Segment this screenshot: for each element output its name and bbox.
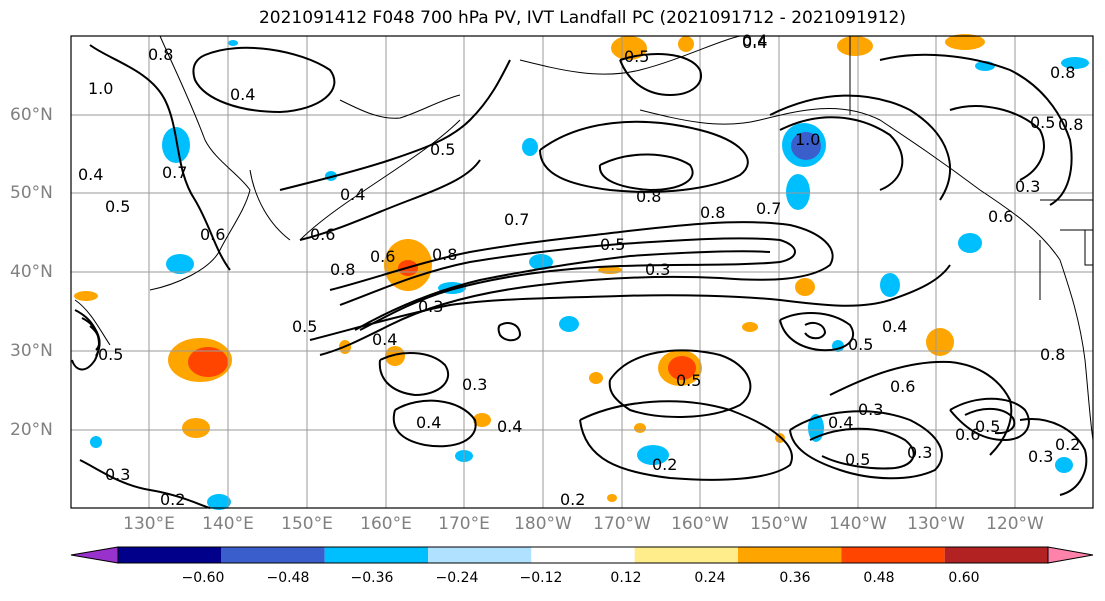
contour-label: 0.5 — [1030, 113, 1055, 132]
contour-label: 0.4 — [497, 417, 522, 436]
colorbar-tick: 0.12 — [610, 570, 642, 586]
contour-labels: 0.8 1.0 0.4 0.4 0.7 0.5 0.6 0.5 0.4 0.8 … — [78, 31, 1083, 509]
contour-label: 0.4 — [340, 185, 365, 204]
contour-label: 0.5 — [600, 235, 625, 254]
contour-label: 0.5 — [848, 335, 873, 354]
contour-label: 0.2 — [652, 455, 677, 474]
contour-label: 0.8 — [1050, 63, 1075, 82]
contour-label: 0.5 — [430, 140, 455, 159]
graticule — [71, 36, 1093, 508]
contour-label: 0.8 — [700, 203, 725, 222]
contour-label: 0.5 — [975, 417, 1000, 436]
contour-label: 0.8 — [636, 187, 661, 206]
contour-label: 0.4 — [372, 330, 397, 349]
colorbar-outline — [117, 546, 1049, 564]
contour-label: 1.0 — [88, 79, 113, 98]
contour-label: 0.3 — [462, 375, 487, 394]
contour-label: 0.4 — [78, 165, 103, 184]
coastlines — [74, 35, 1094, 441]
contour-label: 0.2 — [560, 490, 585, 509]
colorbar-segment — [738, 547, 842, 563]
lat-label: 60°N — [10, 105, 53, 125]
lon-label: 150°E — [281, 514, 333, 534]
colorbar-tick: 0.60 — [948, 570, 980, 586]
contour-label: 0.6 — [200, 225, 225, 244]
contour-label: 0.6 — [955, 425, 980, 444]
contour-label: 0.5 — [676, 371, 701, 390]
lon-label: 170°W — [593, 514, 651, 534]
contour-label: 0.3 — [105, 465, 130, 484]
colorbar-segment — [634, 547, 738, 563]
contour-label: 0.2 — [160, 490, 185, 509]
lon-label: 120°W — [986, 514, 1044, 534]
colorbar-segment — [944, 547, 1048, 563]
contour-label: 0.3 — [858, 400, 883, 419]
contour-label: 0.3 — [1028, 447, 1053, 466]
map-frame — [70, 35, 1094, 509]
lon-label: 160°E — [360, 514, 412, 534]
colorbar-segment — [118, 547, 222, 563]
contour-label: 0.8 — [148, 45, 173, 64]
pv-contours — [71, 44, 1088, 509]
ivt-pc-shading — [74, 34, 1089, 510]
lat-label: 50°N — [10, 183, 53, 203]
contour-label: 0.8 — [432, 245, 457, 264]
contour-label: 0.5 — [292, 317, 317, 336]
colorbar-segment — [428, 547, 532, 563]
colorbar-tick: 0.24 — [694, 570, 726, 586]
lat-label: 20°N — [10, 420, 53, 440]
lat-label: 30°N — [10, 341, 53, 361]
lon-label: 160°W — [671, 514, 729, 534]
lon-label: 130°W — [907, 514, 965, 534]
contour-label: 1.0 — [795, 130, 820, 149]
contour-label: 0.3 — [1015, 177, 1040, 196]
colorbar-segment — [324, 547, 428, 563]
colorbar-segment — [841, 547, 945, 563]
lon-label: 140°E — [202, 514, 254, 534]
colorbar-tick: 0.36 — [779, 570, 811, 586]
colorbar-segment — [221, 547, 325, 563]
contour-label: 0.2 — [1055, 435, 1080, 454]
contour-label: 0.6 — [890, 377, 915, 396]
contour-label: 0.5 — [105, 197, 130, 216]
contour-label: 0.7 — [162, 163, 187, 182]
contour-label: 0.7 — [504, 210, 529, 229]
contour-label: 0.4 — [742, 33, 767, 52]
contour-label: 0.5 — [98, 345, 123, 364]
lon-label: 150°W — [750, 514, 808, 534]
colorbar-tick: −0.60 — [181, 570, 225, 586]
lon-label: 140°W — [829, 514, 887, 534]
contour-label: 0.4 — [230, 85, 255, 104]
contour-label: 0.7 — [756, 199, 781, 218]
lon-label: 170°E — [438, 514, 490, 534]
colorbar — [70, 546, 1094, 564]
colorbar-tick: −0.12 — [519, 570, 563, 586]
contour-label: 0.8 — [1058, 115, 1083, 134]
colorbar-tick: −0.24 — [435, 570, 479, 586]
lat-label: 40°N — [10, 262, 53, 282]
contour-label: 0.3 — [418, 297, 443, 316]
colorbar-tick: −0.48 — [266, 570, 310, 586]
contour-label: 0.6 — [988, 207, 1013, 226]
contour-label: 0.5 — [624, 47, 649, 66]
contour-label: 0.3 — [645, 260, 670, 279]
contour-label: 0.4 — [416, 413, 441, 432]
colorbar-segment — [531, 547, 635, 563]
lon-label: 130°E — [123, 514, 175, 534]
contour-label: 0.6 — [370, 247, 395, 266]
contour-label: 0.4 — [882, 317, 907, 336]
colorbar-max-extend — [1047, 546, 1094, 564]
colorbar-min-extend — [70, 546, 119, 564]
contour-label: 0.3 — [907, 443, 932, 462]
colorbar-tick: −0.36 — [350, 570, 394, 586]
contour-label: 0.5 — [845, 450, 870, 469]
contour-label: 0.6 — [310, 225, 335, 244]
lon-label: 180°W — [514, 514, 572, 534]
contour-label: 0.8 — [1040, 345, 1065, 364]
colorbar-tick: 0.48 — [863, 570, 895, 586]
contour-label: 0.8 — [330, 260, 355, 279]
map-title: 2021091412 F048 700 hPa PV, IVT Landfall… — [258, 8, 906, 28]
contour-label: 0.4 — [828, 413, 853, 432]
